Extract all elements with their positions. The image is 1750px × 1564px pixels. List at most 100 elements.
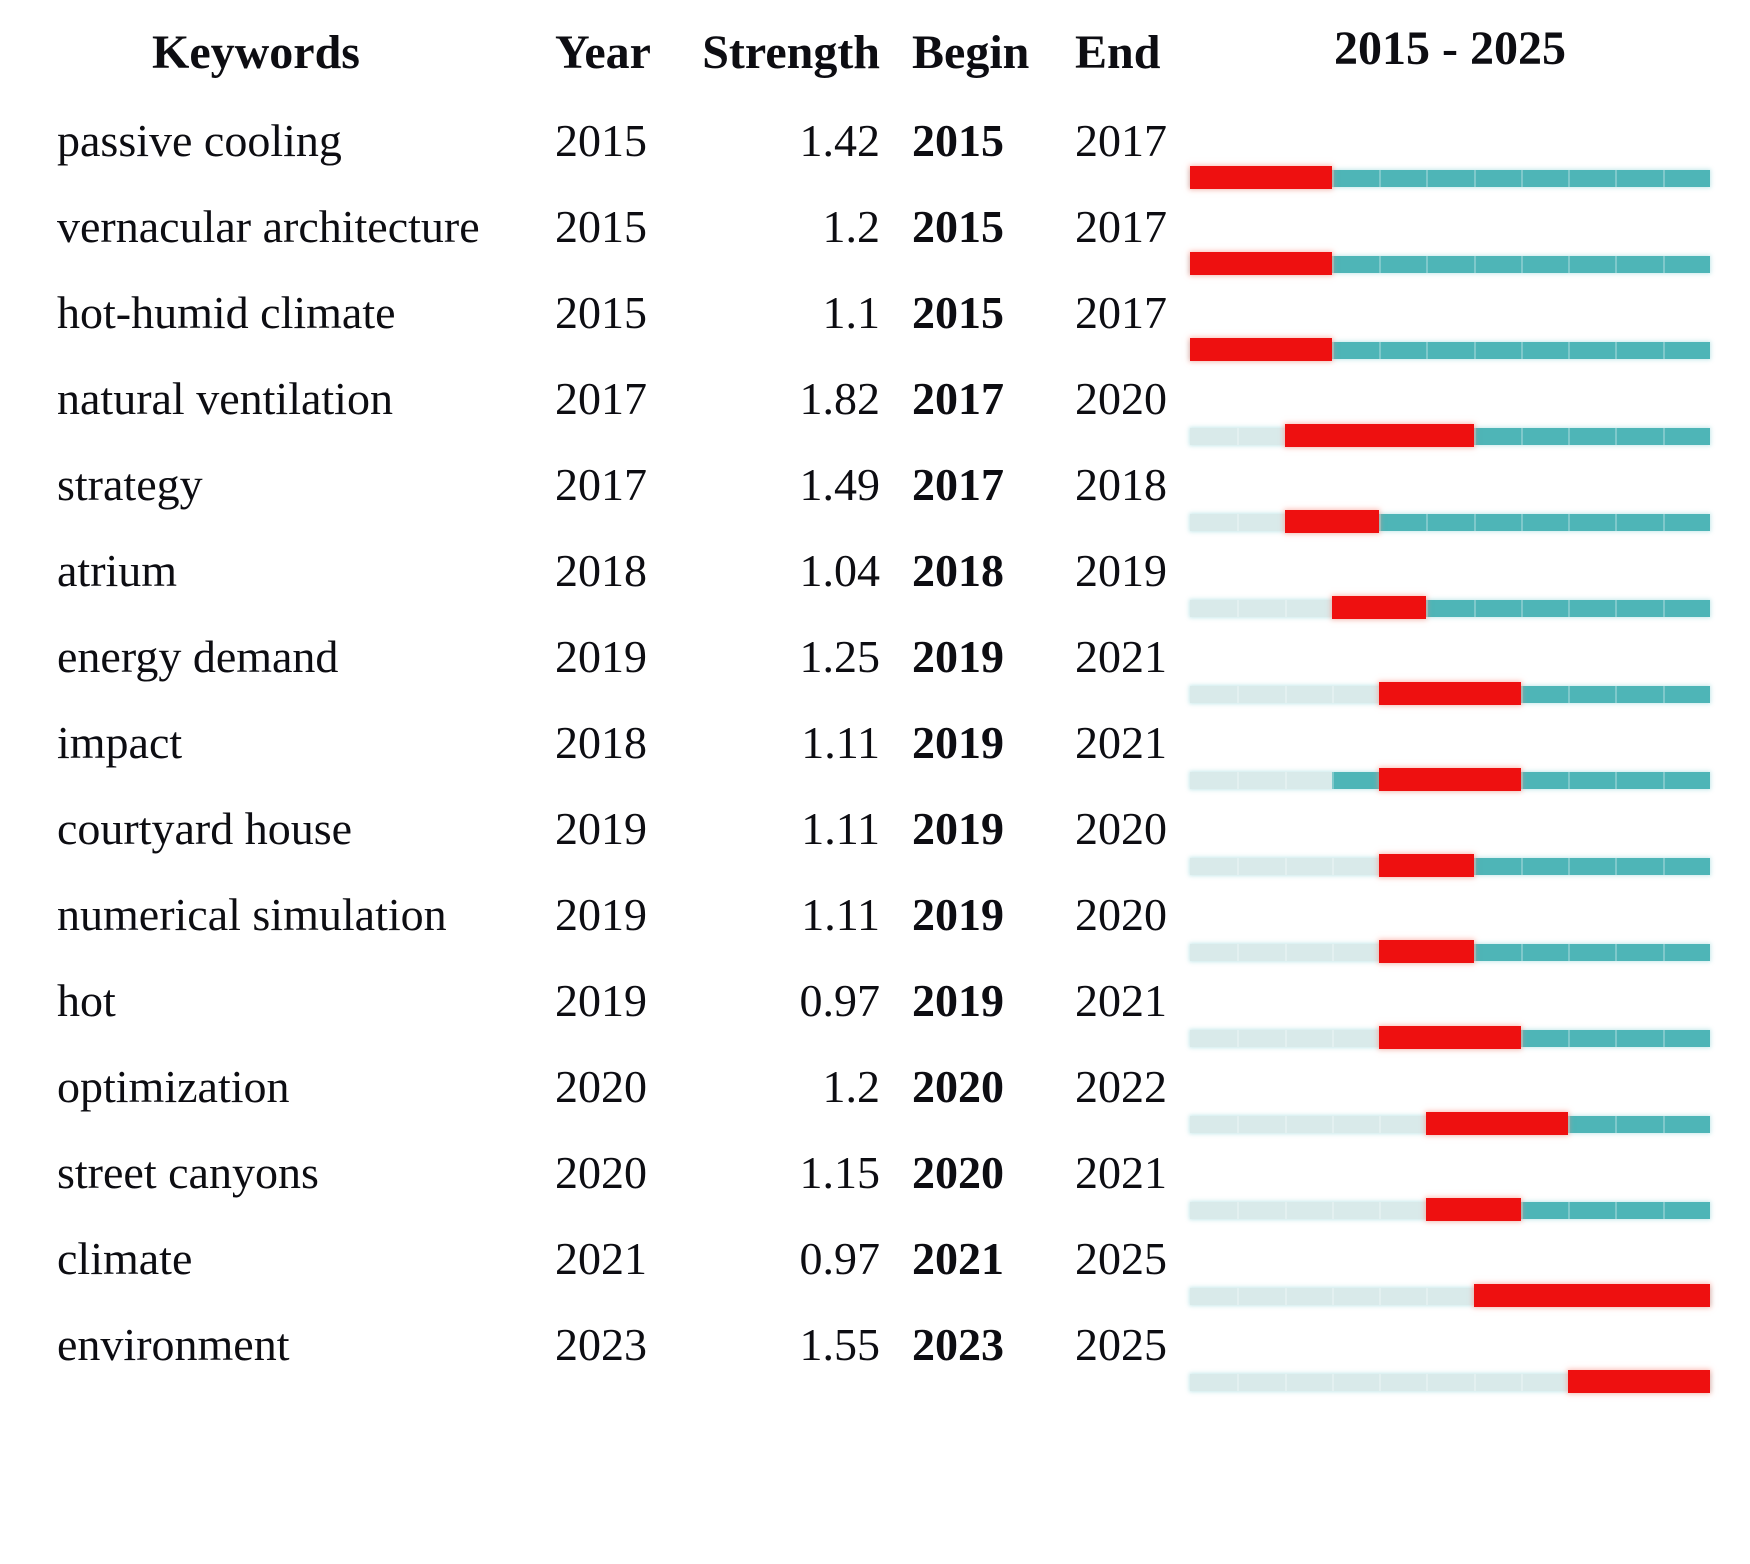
year-segment <box>1473 514 1521 531</box>
year-segment <box>1473 858 1521 875</box>
end-value: 2021 <box>1075 631 1167 682</box>
year-segment <box>1662 944 1710 961</box>
year-segment <box>1284 1202 1332 1219</box>
year-value: 2019 <box>555 975 647 1026</box>
strength-value: 1.82 <box>799 373 881 424</box>
header-year: Year <box>555 26 651 79</box>
year-segment <box>1662 514 1710 531</box>
header-end: End <box>1075 26 1161 79</box>
strength-value: 1.2 <box>822 1061 881 1112</box>
burst-bar <box>1331 596 1427 619</box>
year-segment <box>1190 1116 1238 1133</box>
header-keywords: Keywords <box>152 26 360 79</box>
burst-bar <box>1284 424 1474 447</box>
strength-value: 0.97 <box>799 1233 881 1284</box>
year-segment <box>1520 600 1569 617</box>
year-segment <box>1615 1202 1663 1219</box>
table-body: passive cooling 2015 1.42 2015 2017 vern… <box>57 106 1750 1396</box>
timeline-track <box>1190 940 1710 963</box>
burst-bar <box>1473 1284 1710 1307</box>
strength-value: 1.49 <box>799 459 881 510</box>
year-segment <box>1190 600 1238 617</box>
year-segment <box>1331 1116 1380 1133</box>
year-segment <box>1331 342 1380 359</box>
year-segment <box>1662 1202 1710 1219</box>
timeline-track <box>1190 768 1710 791</box>
timeline-track <box>1190 1026 1710 1049</box>
year-segment <box>1615 428 1663 445</box>
year-segment <box>1379 170 1427 187</box>
year-segment <box>1426 342 1474 359</box>
year-segment <box>1520 342 1569 359</box>
year-segment <box>1331 1030 1380 1047</box>
year-segment <box>1284 686 1332 703</box>
table-row: atrium 2018 1.04 2018 2019 <box>57 536 1750 622</box>
year-value: 2018 <box>555 545 647 596</box>
begin-value: 2021 <box>912 1233 1004 1284</box>
year-segment <box>1379 1288 1427 1305</box>
begin-value: 2019 <box>912 717 1004 768</box>
year-segment <box>1662 858 1710 875</box>
begin-value: 2015 <box>912 115 1004 166</box>
year-segment <box>1426 600 1474 617</box>
year-segment <box>1473 600 1521 617</box>
year-segment <box>1615 256 1663 273</box>
year-segment <box>1190 514 1238 531</box>
table-row: strategy 2017 1.49 2017 2018 <box>57 450 1750 536</box>
table-row: climate 2021 0.97 2021 2025 <box>57 1224 1750 1310</box>
year-value: 2017 <box>555 373 647 424</box>
begin-value: 2019 <box>912 889 1004 940</box>
year-segment <box>1520 1374 1569 1391</box>
end-value: 2017 <box>1075 115 1167 166</box>
year-segment <box>1331 858 1380 875</box>
year-segment <box>1237 1030 1285 1047</box>
begin-value: 2019 <box>912 803 1004 854</box>
year-segment <box>1190 944 1238 961</box>
year-segment <box>1379 1116 1427 1133</box>
table-row: numerical simulation 2019 1.11 2019 2020 <box>57 880 1750 966</box>
year-segment <box>1568 1202 1616 1219</box>
year-segment <box>1615 1116 1663 1133</box>
keyword-label: hot-humid climate <box>57 287 396 338</box>
year-segment <box>1568 342 1616 359</box>
burst-bar <box>1379 682 1521 705</box>
end-value: 2018 <box>1075 459 1167 510</box>
burst-bar <box>1568 1370 1710 1393</box>
strength-value: 1.11 <box>801 803 880 854</box>
year-segment <box>1662 1030 1710 1047</box>
timeline-track <box>1190 338 1710 361</box>
keyword-label: impact <box>57 717 183 768</box>
year-segment <box>1237 772 1285 789</box>
table-header: Keywords Year Strength Begin End 2015 - … <box>57 10 1750 106</box>
year-segment <box>1615 342 1663 359</box>
year-segment <box>1568 858 1616 875</box>
year-segment <box>1662 428 1710 445</box>
keyword-label: passive cooling <box>57 115 342 166</box>
year-segment <box>1190 772 1238 789</box>
header-begin: Begin <box>912 26 1030 79</box>
strength-value: 0.97 <box>799 975 881 1026</box>
strength-value: 1.2 <box>822 201 881 252</box>
year-segment <box>1190 686 1238 703</box>
year-segment <box>1284 600 1332 617</box>
keyword-label: environment <box>57 1319 290 1370</box>
year-segment <box>1662 772 1710 789</box>
year-segment <box>1331 944 1380 961</box>
year-segment <box>1520 944 1569 961</box>
year-segment <box>1568 600 1616 617</box>
year-value: 2020 <box>555 1147 647 1198</box>
year-segment <box>1473 944 1521 961</box>
strength-value: 1.42 <box>799 115 881 166</box>
burst-bar <box>1379 1026 1521 1049</box>
year-segment <box>1426 256 1474 273</box>
end-value: 2017 <box>1075 287 1167 338</box>
year-segment <box>1379 1202 1427 1219</box>
begin-value: 2019 <box>912 631 1004 682</box>
year-segment <box>1568 686 1616 703</box>
year-segment <box>1615 1030 1663 1047</box>
table-row: hot-humid climate 2015 1.1 2015 2017 <box>57 278 1750 364</box>
year-segment <box>1615 170 1663 187</box>
end-value: 2017 <box>1075 201 1167 252</box>
year-segment <box>1190 858 1238 875</box>
year-value: 2019 <box>555 803 647 854</box>
